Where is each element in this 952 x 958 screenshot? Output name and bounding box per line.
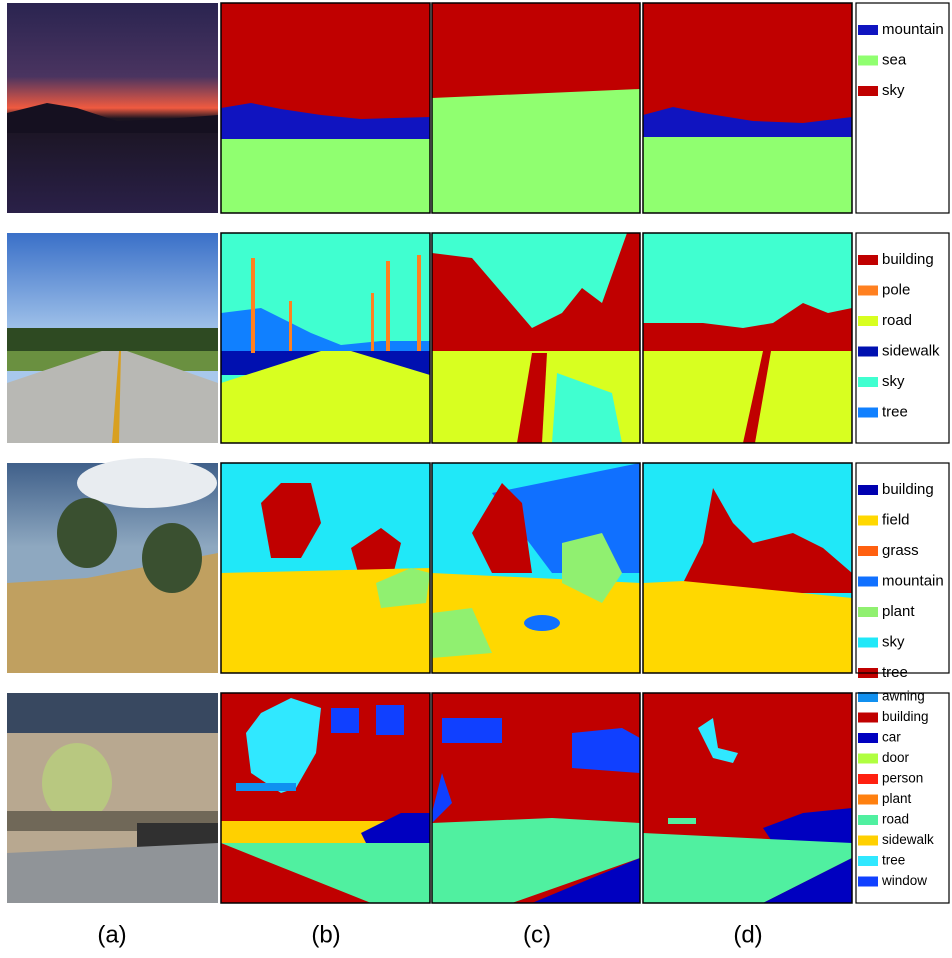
legend-swatch <box>858 795 878 805</box>
legend-swatch <box>858 377 878 387</box>
legend-label: plant <box>882 791 912 806</box>
legend-swatch <box>858 286 878 296</box>
legend-label: sidewalk <box>882 832 934 847</box>
segmentation <box>643 693 852 903</box>
legend-label: sky <box>882 82 905 99</box>
legend-label: person <box>882 771 923 786</box>
column-label: (b) <box>311 921 340 948</box>
segmentation <box>643 3 852 213</box>
legend-label: mountain <box>882 21 944 38</box>
legend-swatch <box>858 516 878 526</box>
legend-swatch <box>858 607 878 617</box>
legend-label: tree <box>882 853 905 868</box>
legend-label: sidewalk <box>882 342 940 359</box>
legend-label: sea <box>882 51 907 68</box>
legend-swatch <box>858 255 878 265</box>
legend-swatch <box>858 408 878 418</box>
legend-swatch <box>858 856 878 866</box>
legend-label: tree <box>882 403 908 420</box>
legend-label: building <box>882 481 934 498</box>
legend-swatch <box>858 877 878 887</box>
legend-swatch <box>858 733 878 743</box>
segmentation <box>221 3 430 213</box>
legend-label: door <box>882 750 910 765</box>
legend-swatch <box>858 347 878 357</box>
legend-label: sky <box>882 373 905 390</box>
photo <box>7 233 218 443</box>
segmentation <box>432 463 640 673</box>
legend-label: field <box>882 511 910 528</box>
segmentation <box>643 233 852 443</box>
segmentation <box>432 3 640 213</box>
legend-label: building <box>882 251 934 268</box>
legend-label: car <box>882 730 901 745</box>
legend-label: road <box>882 812 909 827</box>
legend-swatch <box>858 815 878 825</box>
photo <box>7 3 218 213</box>
figure: mountain sea sky building pole road sidewalk sk… <box>0 0 952 953</box>
legend-swatch <box>858 316 878 326</box>
legend-label: mountain <box>882 572 944 589</box>
legend-label: plant <box>882 603 915 620</box>
legend-label: grass <box>882 542 919 559</box>
segmentation <box>432 693 640 903</box>
legend-swatch <box>858 713 878 723</box>
legend-swatch <box>858 25 878 35</box>
legend-swatch <box>858 836 878 846</box>
segmentation <box>221 233 430 443</box>
legend-label: building <box>882 709 929 724</box>
legend-label: sky <box>882 633 905 650</box>
legend-label: awning <box>882 689 925 704</box>
segmentation <box>643 463 852 673</box>
legend-swatch <box>858 774 878 784</box>
legend-label: window <box>881 873 927 888</box>
legend-swatch <box>858 754 878 764</box>
legend-swatch <box>858 485 878 495</box>
column-label: (a) <box>97 921 126 948</box>
segmentation <box>432 233 640 443</box>
segmentation <box>221 693 430 903</box>
legend-label: pole <box>882 281 910 298</box>
column-label: (c) <box>523 921 551 948</box>
segmentation <box>221 463 430 673</box>
legend-swatch <box>858 638 878 648</box>
legend-label: road <box>882 312 912 329</box>
photo <box>7 693 218 903</box>
legend-swatch <box>858 86 878 96</box>
photo <box>7 458 218 673</box>
legend-swatch <box>858 546 878 556</box>
column-label: (d) <box>733 921 762 948</box>
legend-swatch <box>858 577 878 587</box>
legend-swatch <box>858 56 878 66</box>
